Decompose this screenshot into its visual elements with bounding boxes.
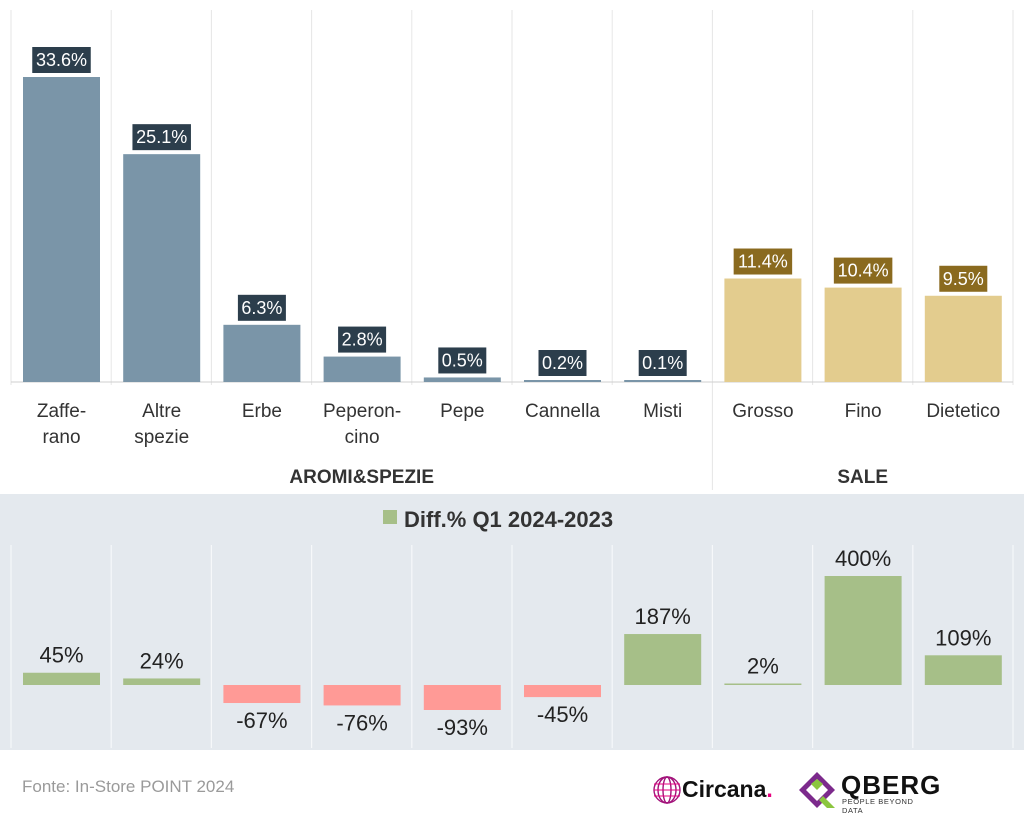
diff-bar (123, 678, 201, 685)
bar (724, 278, 802, 382)
circana-wordmark: Circana. (682, 776, 773, 802)
category-label: Erbe (242, 401, 282, 422)
diff-data-label: 187% (635, 604, 691, 629)
diff-data-label: 45% (39, 643, 83, 668)
category-label: Dietetico (926, 401, 1000, 422)
category-label: Peperon- (323, 401, 401, 422)
legend-swatch (383, 510, 397, 524)
category-label: Fino (845, 401, 882, 422)
diff-bar (23, 672, 100, 685)
data-label-box (538, 350, 587, 376)
data-label-box (32, 47, 91, 73)
qberg-logo: QBERG PEOPLE BEYOND DATA (797, 770, 940, 815)
bar (223, 324, 301, 382)
bar (624, 380, 702, 382)
category-label: Zaffe- (37, 401, 86, 422)
qberg-tagline: PEOPLE BEYOND DATA (842, 797, 914, 815)
diff-bar (323, 685, 401, 706)
data-label-box (132, 124, 191, 151)
data-label: 11.4% (738, 252, 788, 272)
diff-bar (223, 685, 301, 704)
source-note: Fonte: In-Store POINT 2024 (22, 777, 235, 796)
qberg-mark-icon (799, 772, 835, 808)
data-label: 0.5% (442, 350, 483, 370)
category-label: Altre (142, 401, 181, 422)
diff-data-label: 400% (835, 546, 891, 571)
legend-label: Diff.% Q1 2024-2023 (404, 507, 613, 532)
chart: 33.6% Zaffe-rano 25.1% Altre spezie 6.3% Erbe 2… (0, 10, 1024, 750)
diff-bar (624, 634, 702, 685)
diff-bar (924, 655, 1002, 685)
data-label: 0.1% (642, 353, 683, 373)
diff-data-label: -45% (537, 702, 588, 727)
data-label-box (939, 265, 988, 292)
bar (924, 295, 1002, 382)
diff-data-label: -76% (336, 710, 387, 735)
bar (23, 77, 100, 382)
category-label: spezie (134, 427, 189, 448)
diff-data-label: 24% (140, 648, 184, 673)
data-label: 10.4% (838, 261, 889, 281)
bar (123, 154, 201, 382)
diff-bar (423, 685, 501, 710)
category-label: Cannella (525, 401, 600, 422)
diff-data-label: -67% (236, 708, 287, 733)
diff-data-label: 109% (935, 625, 991, 650)
diff-bar (524, 685, 601, 698)
data-label: 25.1% (136, 127, 187, 147)
circana-globe-icon (653, 776, 681, 804)
category-label: Misti (643, 401, 682, 422)
bar (323, 356, 401, 382)
data-label: 9.5% (943, 269, 984, 289)
group-label: AROMI&SPEZIE (289, 467, 434, 488)
category-label: Pepe (440, 401, 484, 422)
data-label-box (237, 294, 286, 321)
data-label-box (833, 257, 893, 284)
data-label: 0.2% (542, 353, 583, 373)
category-label: rano (42, 427, 80, 448)
qberg-wordmark: QBERG (841, 770, 942, 800)
category-label: Grosso (732, 401, 793, 422)
diff-bar (724, 683, 802, 685)
data-label-box (438, 347, 487, 374)
data-label-box (638, 350, 687, 376)
data-label: 6.3% (241, 298, 282, 318)
diff-data-label: 2% (747, 654, 779, 679)
circana-logo: Circana. (652, 770, 782, 810)
category-label: cino (345, 427, 380, 448)
bar (524, 380, 601, 382)
bar (824, 287, 902, 382)
diff-bar (824, 576, 902, 685)
bar (423, 377, 501, 382)
data-label: 2.8% (342, 330, 383, 350)
group-label: SALE (837, 467, 888, 488)
data-label-box (733, 248, 793, 275)
diff-data-label: -93% (437, 715, 488, 740)
data-label-box (338, 326, 387, 353)
data-label: 33.6% (36, 50, 87, 70)
